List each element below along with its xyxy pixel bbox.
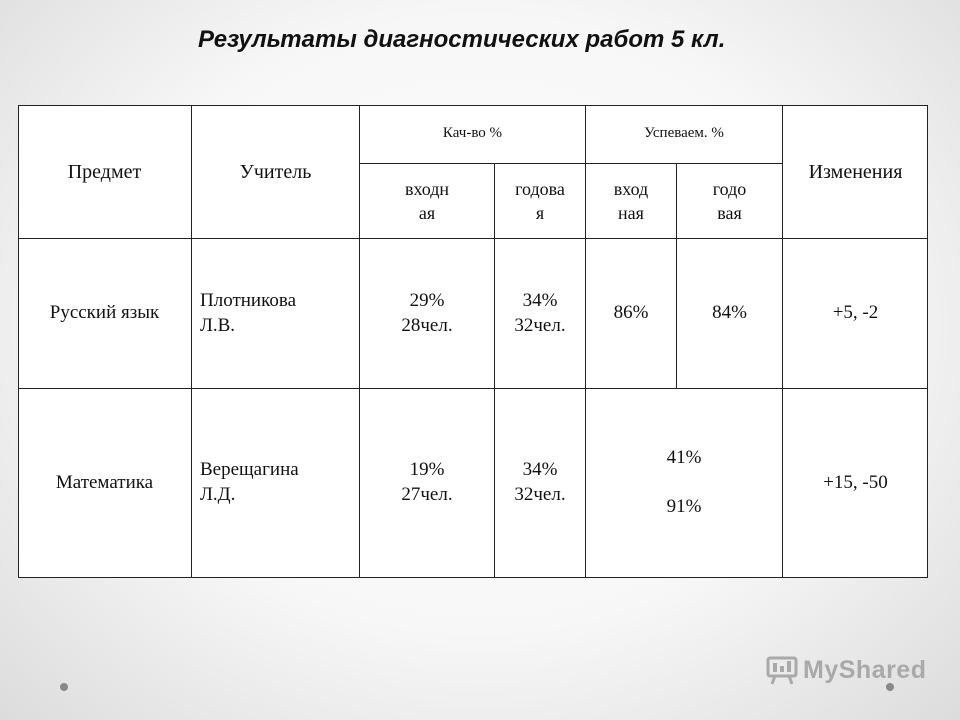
header-progress-in: вход ная	[586, 164, 676, 238]
table-row-2-quality-in: 19% 27чел.	[360, 389, 494, 577]
presentation-board-icon	[766, 655, 798, 685]
row-2-quality-year-text: 34% 32чел.	[514, 459, 566, 505]
slide-dot-left	[60, 683, 68, 691]
row-1-progress-year-text: 84%	[712, 302, 747, 324]
table-border-left	[18, 105, 19, 578]
header-quality-label: Кач-во %	[442, 125, 503, 142]
row-1-quality-year-text: 34% 32чел.	[514, 289, 566, 336]
watermark-brand-text: MyShared	[803, 655, 927, 684]
slide-dot-right	[886, 683, 894, 691]
col-divider-5	[676, 163, 677, 389]
table-border-bottom	[18, 577, 928, 578]
header-progress-year: годо вая	[677, 164, 782, 238]
row-1-progress-in-text: 86%	[613, 302, 649, 324]
subheader-divider	[359, 163, 782, 164]
row-2-progress-merged-text: 41% 91%	[666, 446, 702, 518]
col-divider-3	[494, 163, 495, 578]
header-quality-year-label: годова я	[515, 178, 565, 223]
table-row-2-progress-merged: 41% 91%	[586, 389, 782, 577]
table-row-1-progress-in: 86%	[586, 239, 676, 388]
table-row-1-quality-year: 34% 32чел.	[495, 239, 585, 388]
col-divider-4	[585, 105, 586, 578]
header-changes: Изменения	[783, 105, 928, 238]
header-progress-label: Успеваем. %	[644, 125, 724, 142]
results-table: Предмет Учитель Кач-во % Успеваем. % Изм…	[18, 105, 928, 578]
row-2-quality-in-text: 19% 27чел.	[401, 459, 453, 505]
header-subject-label: Предмет	[67, 160, 142, 183]
page-title: Результаты диагностических работ 5 кл.	[198, 26, 726, 53]
header-progress: Успеваем. %	[586, 105, 782, 163]
header-quality-year: годова я	[495, 164, 585, 238]
table-row-1-subject: Русский язык	[18, 239, 191, 388]
table-border-right	[927, 105, 928, 578]
header-subject: Предмет	[18, 105, 191, 238]
col-divider-1	[191, 105, 192, 578]
col-divider-6	[782, 105, 783, 578]
table-border-top	[18, 105, 928, 106]
header-quality: Кач-во %	[360, 105, 585, 163]
row-1-teacher-text: Плотникова Л.В.	[200, 289, 297, 336]
header-progress-in-label: вход ная	[613, 178, 649, 223]
header-changes-label: Изменения	[808, 160, 903, 183]
col-divider-2	[359, 105, 360, 578]
header-teacher: Учитель	[192, 105, 359, 238]
header-teacher-label: Учитель	[239, 160, 312, 183]
row-2-subject-text: Математика	[55, 471, 154, 493]
row-1-subject-text: Русский язык	[49, 302, 160, 324]
table-row-2-changes: +15, -50	[783, 389, 928, 577]
table-row-1-progress-year: 84%	[677, 239, 782, 388]
row-1-changes-text: +5, -2	[832, 302, 879, 324]
table-row-2-subject: Математика	[18, 389, 191, 577]
header-progress-year-label: годо вая	[712, 178, 747, 223]
myshared-watermark: MyShared	[766, 655, 926, 685]
header-quality-in-label: входн ая	[404, 178, 450, 223]
header-quality-in: входн ая	[360, 164, 494, 238]
table-row-2-quality-year: 34% 32чел.	[495, 389, 585, 577]
row-2-teacher-text: Верещагина Л.Д.	[200, 459, 299, 505]
row-divider	[18, 388, 928, 389]
row-2-changes-text: +15, -50	[823, 471, 888, 493]
table-row-1-quality-in: 29% 28чел.	[360, 239, 494, 388]
header-divider	[18, 238, 928, 239]
table-row-2-teacher: Верещагина Л.Д.	[192, 389, 359, 577]
table-row-1-changes: +5, -2	[783, 239, 928, 388]
row-1-quality-in-text: 29% 28чел.	[401, 289, 453, 336]
table-row-1-teacher: Плотникова Л.В.	[192, 239, 359, 388]
